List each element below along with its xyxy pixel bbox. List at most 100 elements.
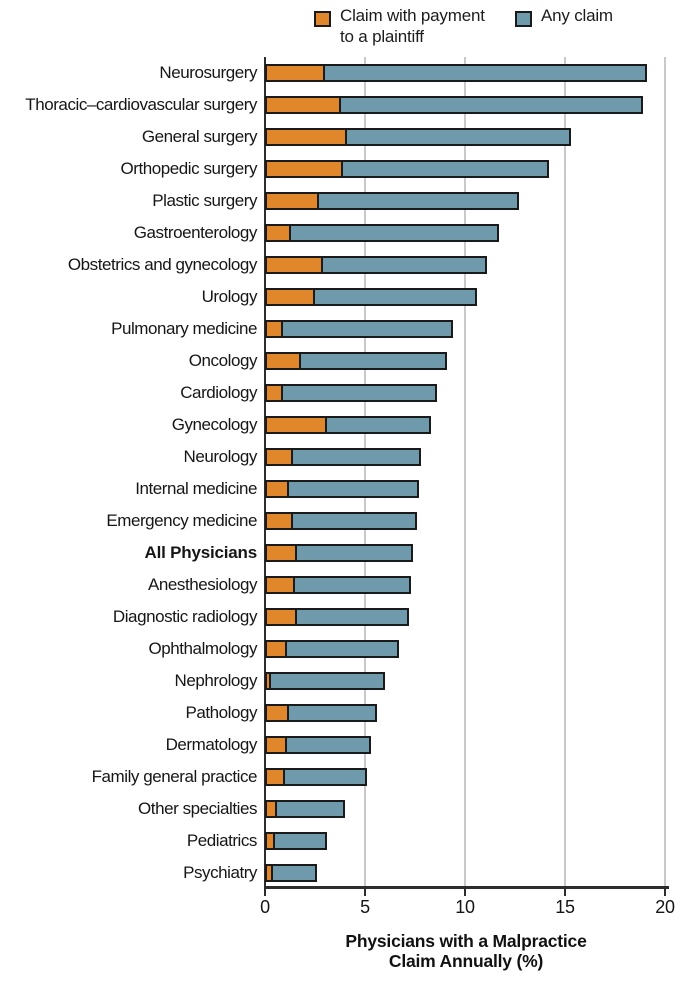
payment-bar-segment <box>265 128 347 146</box>
category-label: Ophthalmology <box>148 639 258 658</box>
bar-row <box>265 800 665 818</box>
any-claim-bar-segment <box>287 480 419 498</box>
x-tick-label-20: 20 <box>655 897 675 917</box>
bar-row <box>265 736 665 754</box>
x-tick-5 <box>364 889 366 896</box>
category-label: Dermatology <box>165 735 258 754</box>
x-axis-title: Physicians with a Malpractice Claim Annu… <box>266 931 666 971</box>
payment-bar-segment <box>265 736 287 754</box>
bar-row <box>265 224 665 242</box>
bar-row <box>265 768 665 786</box>
bar-row <box>265 512 665 530</box>
gridline-20 <box>664 57 666 886</box>
bar-row <box>265 352 665 370</box>
category-label: All Physicians <box>144 543 258 562</box>
payment-bar-segment <box>265 448 293 466</box>
payment-bar-segment <box>265 512 293 530</box>
bar-row <box>265 320 665 338</box>
category-label: Gastroenterology <box>133 223 258 242</box>
bar-row <box>265 640 665 658</box>
any-claim-bar-segment <box>285 640 399 658</box>
category-label: Diagnostic radiology <box>112 607 258 626</box>
payment-bar-segment <box>265 192 319 210</box>
category-label: Neurosurgery <box>159 63 257 82</box>
category-label: Obstetrics and gynecology <box>67 255 258 274</box>
category-label: Emergency medicine <box>106 511 257 530</box>
category-label: Plastic surgery <box>152 191 257 210</box>
any-claim-bar-segment <box>299 352 447 370</box>
gridline-10 <box>464 57 466 886</box>
category-label: Cardiology <box>180 383 257 402</box>
payment-bar-segment <box>265 224 291 242</box>
x-axis-title-line1: Physicians with a Malpractice <box>345 931 587 951</box>
x-tick-20 <box>664 889 666 896</box>
any-claim-bar-segment <box>323 64 647 82</box>
payment-bar-segment <box>265 768 285 786</box>
any-claim-bar-segment <box>281 320 453 338</box>
bar-row <box>265 544 665 562</box>
any-claim-bar-segment <box>325 416 431 434</box>
bar-row <box>265 384 665 402</box>
bar-row <box>265 128 665 146</box>
bar-row <box>265 832 665 850</box>
any-claim-bar-segment <box>345 128 571 146</box>
any-claim-bar-segment <box>293 576 411 594</box>
legend-label-payment: Claim with payment to a plaintiff <box>340 5 485 47</box>
category-label: Anesthesiology <box>148 575 257 594</box>
category-label: Psychiatry <box>183 863 257 882</box>
payment-bar-segment <box>265 96 341 114</box>
bar-row <box>265 192 665 210</box>
payment-bar-segment <box>265 416 327 434</box>
legend-label-payment-line1: Claim with payment <box>340 6 485 25</box>
x-tick-label-5: 5 <box>360 897 370 917</box>
y-axis-line <box>264 57 266 888</box>
category-label: Pediatrics <box>186 831 258 850</box>
category-label: Internal medicine <box>135 479 257 498</box>
x-tick-0 <box>264 889 266 896</box>
blue-square-swatch-icon <box>515 11 532 27</box>
gridline-15 <box>564 57 566 886</box>
any-claim-bar-segment <box>281 384 437 402</box>
category-label: Urology <box>201 287 258 306</box>
payment-bar-segment <box>265 256 323 274</box>
bar-row <box>265 576 665 594</box>
category-label: Thoracic–cardiovascular surgery <box>25 95 257 114</box>
any-claim-bar-segment <box>341 160 549 178</box>
x-tick-label-10: 10 <box>455 897 475 917</box>
category-label: Oncology <box>188 351 258 370</box>
category-label: Pathology <box>185 703 257 722</box>
payment-bar-segment <box>265 704 289 722</box>
any-claim-bar-segment <box>295 544 413 562</box>
bar-row <box>265 864 665 882</box>
bar-row <box>265 64 665 82</box>
payment-bar-segment <box>265 288 315 306</box>
payment-bar-segment <box>265 640 287 658</box>
any-claim-bar-segment <box>271 864 317 882</box>
payment-bar-segment <box>265 160 343 178</box>
bar-row <box>265 96 665 114</box>
x-tick-10 <box>464 889 466 896</box>
x-tick-label-15: 15 <box>555 897 575 917</box>
any-claim-bar-segment <box>317 192 519 210</box>
any-claim-bar-segment <box>321 256 487 274</box>
legend-label-payment-line2: to a plaintiff <box>340 27 424 46</box>
category-label: Family general practice <box>91 767 258 786</box>
any-claim-bar-segment <box>275 800 345 818</box>
payment-bar-segment <box>265 352 301 370</box>
payment-bar-segment <box>265 64 325 82</box>
bar-row <box>265 288 665 306</box>
x-tick-15 <box>564 889 566 896</box>
category-label: Pulmonary medicine <box>111 319 257 338</box>
any-claim-bar-segment <box>273 832 327 850</box>
any-claim-bar-segment <box>287 704 377 722</box>
any-claim-bar-segment <box>291 512 417 530</box>
payment-bar-segment <box>265 608 297 626</box>
x-tick-label-0: 0 <box>260 897 270 917</box>
any-claim-bar-segment <box>313 288 477 306</box>
bar-row <box>265 256 665 274</box>
category-label: Other specialties <box>138 799 257 818</box>
bar-row <box>265 608 665 626</box>
legend-label-any-claim: Any claim <box>541 6 613 25</box>
bar-row <box>265 416 665 434</box>
